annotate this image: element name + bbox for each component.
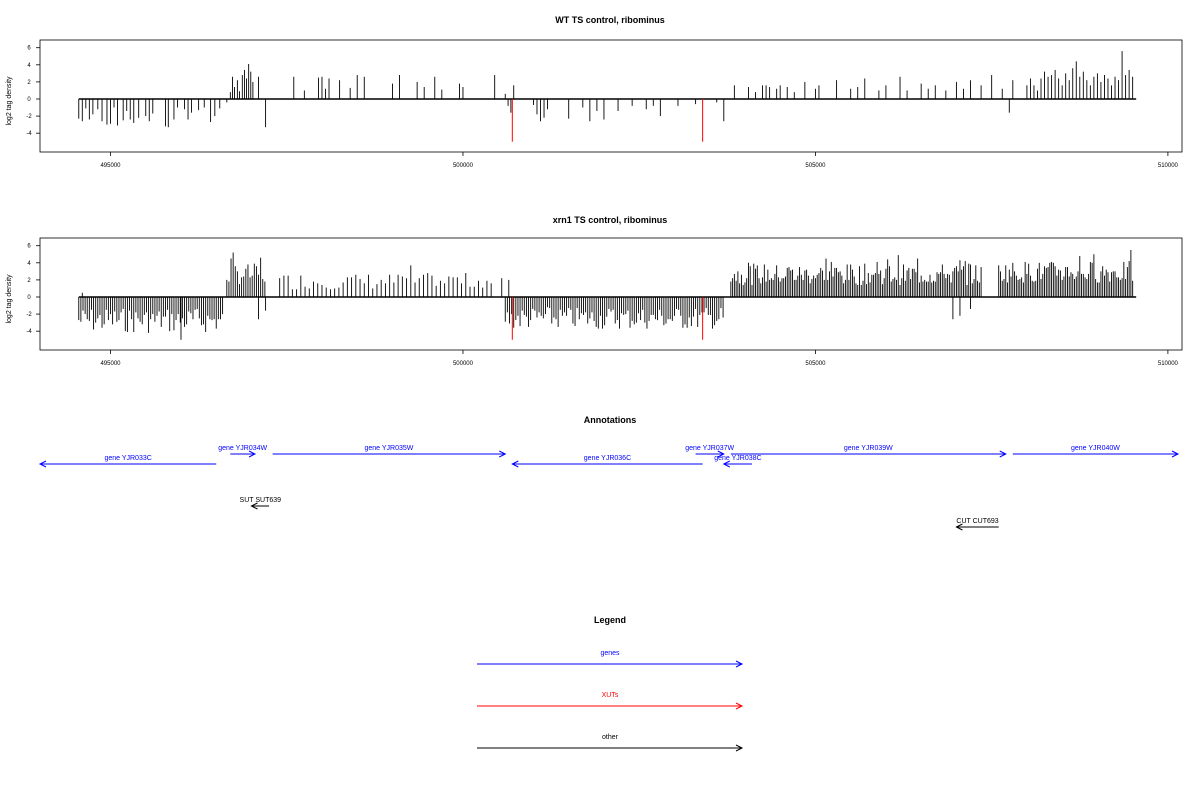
x-tick-label: 495000 bbox=[100, 163, 121, 169]
y-tick-label: 2 bbox=[27, 80, 31, 86]
feature-arrow bbox=[230, 450, 257, 458]
feature-arrow bbox=[250, 502, 270, 510]
x-tick-label: 505000 bbox=[805, 163, 826, 169]
bar-series bbox=[78, 249, 1137, 340]
x-tick-label: 510000 bbox=[1158, 361, 1179, 367]
arrow-head bbox=[735, 702, 744, 710]
y-tick-label: -2 bbox=[26, 114, 32, 120]
panel-xrn1: xrn1 TS control, ribominus log2 tag dens… bbox=[6, 215, 1183, 367]
y-axis-label: log2 tag density bbox=[6, 274, 13, 324]
y-tick-label: 4 bbox=[27, 63, 31, 69]
feature-arrow bbox=[955, 523, 999, 531]
legend: Legend genes XUTs other bbox=[477, 615, 744, 752]
legend-arrow bbox=[477, 744, 744, 752]
feature-label: gene YJR040W bbox=[1071, 445, 1120, 452]
legend-arrow bbox=[477, 702, 744, 710]
arrow-head bbox=[722, 460, 731, 468]
panel-wt: WT TS control, ribominus log2 tag densit… bbox=[6, 15, 1183, 169]
feature-arrow bbox=[511, 460, 703, 468]
x-tick-label: 500000 bbox=[453, 163, 474, 169]
x-tick-label: 505000 bbox=[805, 361, 826, 367]
panel-title: xrn1 TS control, ribominus bbox=[553, 215, 668, 225]
plot-frame bbox=[39, 39, 1183, 153]
feature-arrow bbox=[38, 460, 217, 468]
y-tick-label: 6 bbox=[27, 244, 31, 250]
feature-list: gene YJR033C gene YJR034W gene YJR035W gene… bbox=[38, 445, 1180, 531]
y-tick-label: -4 bbox=[26, 131, 32, 137]
legend-title: Legend bbox=[594, 615, 626, 625]
arrow-head bbox=[38, 460, 47, 468]
legend-items: genes XUTs other bbox=[477, 650, 744, 752]
arrow-head bbox=[999, 450, 1007, 458]
feature-label: gene YJR037W bbox=[685, 445, 734, 452]
xut-markers bbox=[511, 296, 704, 340]
feature-arrow bbox=[722, 460, 752, 468]
feature-arrow bbox=[730, 450, 1007, 458]
plot-frame bbox=[39, 237, 1183, 351]
feature-label: gene YJR033C bbox=[104, 455, 151, 462]
x-tick-label: 500000 bbox=[453, 361, 474, 367]
feature-arrow bbox=[1012, 450, 1180, 458]
feature-label: gene YJR039W bbox=[844, 445, 893, 452]
y-tick-label: -4 bbox=[26, 329, 32, 335]
x-tick-label: 510000 bbox=[1158, 163, 1179, 169]
arrow-head bbox=[955, 523, 963, 531]
y-axis-label: log2 tag density bbox=[6, 76, 13, 126]
arrow-head bbox=[499, 450, 507, 458]
legend-label: other bbox=[602, 734, 619, 741]
xut-markers bbox=[511, 98, 704, 142]
feature-label: SUT SUT639 bbox=[240, 497, 282, 504]
x-axis: 495000 500000 505000 510000 bbox=[100, 350, 1179, 367]
arrow-head bbox=[248, 450, 257, 458]
y-tick-label: 6 bbox=[27, 46, 31, 52]
feature-arrow bbox=[695, 450, 725, 458]
y-tick-label: -2 bbox=[26, 312, 32, 318]
y-axis: -4 -2 0 2 4 6 bbox=[26, 46, 40, 137]
bar-series bbox=[78, 51, 1137, 128]
feature-label: gene YJR035W bbox=[364, 445, 413, 452]
y-tick-label: 0 bbox=[27, 97, 31, 103]
arrow-head bbox=[717, 450, 725, 458]
y-tick-label: 2 bbox=[27, 278, 31, 284]
feature-label: CUT CUT693 bbox=[956, 518, 998, 525]
legend-label: genes bbox=[600, 650, 620, 657]
x-axis: 495000 500000 505000 510000 bbox=[100, 152, 1179, 169]
legend-label: XUTs bbox=[602, 692, 619, 699]
arrow-head bbox=[1171, 450, 1180, 458]
panel-title: WT TS control, ribominus bbox=[555, 15, 665, 25]
y-tick-label: 4 bbox=[27, 261, 31, 267]
arrow-head bbox=[735, 660, 744, 668]
arrow-head bbox=[511, 460, 519, 468]
feature-label: gene YJR036C bbox=[584, 455, 631, 462]
arrow-head bbox=[250, 502, 258, 510]
annotations-title: Annotations bbox=[584, 415, 637, 425]
y-tick-label: 0 bbox=[27, 295, 31, 301]
arrow-head bbox=[735, 744, 744, 752]
feature-label: gene YJR034W bbox=[218, 445, 267, 452]
feature-label: gene YJR038C bbox=[714, 455, 761, 462]
feature-arrow bbox=[272, 450, 507, 458]
x-tick-label: 495000 bbox=[100, 361, 121, 367]
legend-arrow bbox=[477, 660, 744, 668]
y-axis: -4 -2 0 2 4 6 bbox=[26, 244, 40, 335]
